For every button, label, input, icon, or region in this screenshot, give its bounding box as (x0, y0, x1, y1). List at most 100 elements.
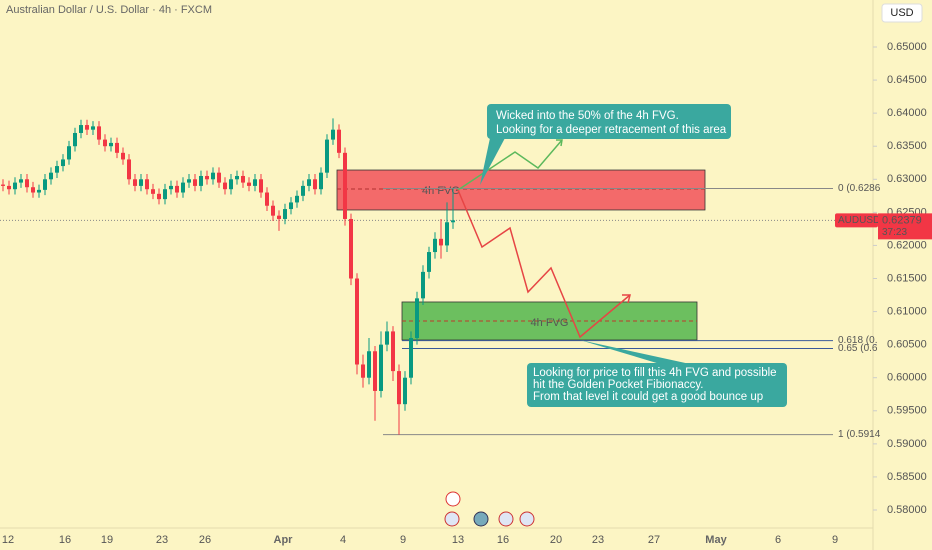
event-icon[interactable] (445, 491, 461, 507)
fib-label: 1 (0.5914 (838, 429, 881, 440)
symbol-tag-label: AUDUSD (838, 215, 880, 226)
y-tick-label: 0.58500 (887, 471, 927, 483)
y-tick-label: 0.58000 (887, 504, 927, 516)
annotation-group: Wicked into the 50% of the 4h FVG. Looki… (480, 104, 787, 407)
x-tick-label: 23 (156, 534, 168, 546)
candle-body (379, 344, 383, 391)
y-tick-label: 0.59500 (887, 405, 927, 417)
x-tick-label: 16 (497, 534, 509, 546)
candle-body (259, 179, 263, 193)
candle-body (175, 185, 179, 193)
candle-body (283, 209, 287, 219)
candle-body (199, 175, 203, 186)
candle-body (223, 182, 227, 190)
candle-body (349, 218, 353, 279)
y-tick-label: 0.60000 (887, 372, 927, 384)
candle-body (121, 152, 125, 160)
callout-box (487, 104, 731, 139)
event-icon[interactable] (519, 511, 535, 527)
y-tick-label: 0.64000 (887, 107, 927, 119)
candle-body (115, 142, 119, 153)
candle-body (7, 185, 11, 190)
fvg-label: 4h FVG (422, 185, 460, 197)
candle-body (151, 189, 155, 194)
candle-body (289, 202, 293, 210)
candle-body (433, 238, 437, 253)
candle-body (343, 152, 347, 219)
candle-body (25, 179, 29, 188)
candle-body (187, 179, 191, 183)
fvg-label: 4h FVG (531, 317, 569, 329)
currency-button-label[interactable]: USD (890, 7, 913, 19)
callout-box (527, 363, 787, 407)
arrow-head (556, 139, 563, 147)
callout-tail (580, 340, 690, 364)
y-tick-label: 0.59000 (887, 438, 927, 450)
candle-body (331, 129, 335, 140)
y-tick-label: 0.63500 (887, 140, 927, 152)
candle-body (451, 220, 455, 223)
candle-body (163, 189, 167, 200)
candle-body (1, 184, 5, 186)
candle-body (55, 166, 59, 173)
fib-label: 0.65 (0.6 (838, 343, 878, 354)
candle-body (229, 179, 233, 190)
price-tag-label: 0.62379 (882, 214, 922, 226)
candle-body (211, 172, 215, 180)
y-tick-label: 0.61500 (887, 272, 927, 284)
x-tick-label: 26 (199, 534, 211, 546)
y-tick-label: 0.60500 (887, 339, 927, 351)
candle-body (295, 195, 299, 203)
candle-body (355, 278, 359, 365)
countdown-label: 37:23 (882, 227, 907, 238)
candle-body (361, 364, 365, 378)
candle-body (307, 179, 311, 186)
candle-body (265, 192, 269, 206)
candle-body (13, 182, 17, 190)
candle-body (67, 146, 71, 160)
candle-body (247, 182, 251, 186)
price-tag (878, 213, 932, 240)
candle-body (61, 159, 65, 167)
x-tick-label: 9 (400, 534, 406, 546)
candle-body (409, 338, 413, 378)
callout-text: hit the Golden Pocket Fibionaccy. (533, 379, 703, 391)
arrow-head (622, 294, 631, 304)
candle-body (37, 189, 41, 193)
candle-body (79, 125, 83, 133)
fvg-zone (336, 169, 706, 211)
x-tick-label: 6 (775, 534, 781, 546)
callout-text: Wicked into the 50% of the 4h FVG. (496, 110, 679, 122)
x-tick-label: 20 (550, 534, 562, 546)
candle-body (313, 179, 317, 190)
candle-body (337, 129, 341, 153)
currency-button[interactable] (881, 3, 923, 23)
candle-body (439, 238, 443, 246)
candle-body (103, 139, 107, 147)
candle-body (397, 371, 401, 405)
x-tick-label: Apr (274, 534, 294, 546)
candle-body (19, 179, 23, 183)
callout-tail (480, 138, 505, 185)
event-icon[interactable] (473, 511, 489, 527)
y-tick-label: 0.62000 (887, 239, 927, 251)
event-icon[interactable] (498, 511, 514, 527)
candle-body (391, 331, 395, 372)
candle-body (253, 179, 257, 186)
fib-label: 0.618 (0. (838, 335, 877, 346)
plot: 0.58000 0.58500 0.59000 0.59500 0.60000 0.605… (0, 41, 932, 546)
candle-body (169, 185, 173, 190)
candle-body (31, 187, 35, 193)
candle-body (367, 351, 371, 378)
x-tick-label: 4 (340, 534, 346, 546)
candle-body (205, 175, 209, 180)
event-icon[interactable] (444, 511, 460, 527)
y-tick-label: 0.64500 (887, 74, 927, 86)
candle-body (271, 205, 275, 216)
candle-body (421, 271, 425, 299)
candle-body (235, 175, 239, 180)
bearish-projection (457, 189, 631, 339)
candle-body (403, 377, 407, 405)
